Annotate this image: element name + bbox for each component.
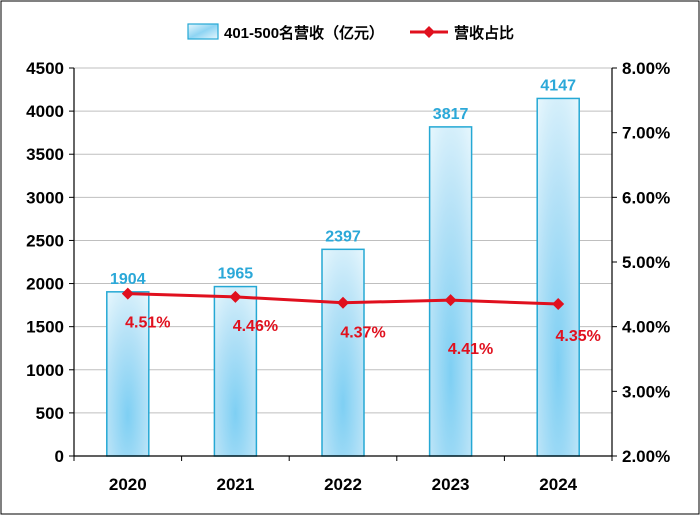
left-tick-label: 2000 [26,275,64,294]
left-tick-label: 4500 [26,59,64,78]
ratio-value-label: 4.37% [340,325,385,342]
legend-line-marker [423,26,435,38]
ratio-value-label: 4.35% [556,328,601,345]
bar-2021 [213,285,258,457]
ratio-value-label: 4.41% [448,341,493,358]
left-tick-label: 4000 [26,102,64,121]
legend-bar-label: 401-500名营收（亿元） [224,24,384,42]
ratio-value-label: 4.51% [125,315,170,332]
left-tick-label: 2500 [26,231,64,250]
right-tick-label: 6.00% [622,188,670,207]
right-tick-label: 3.00% [622,382,670,401]
left-tick-label: 500 [36,404,64,423]
left-tick-label: 3000 [26,188,64,207]
ratio-value-label: 4.46% [233,318,278,335]
bar-2024 [536,97,580,457]
right-tick-label: 8.00% [622,59,670,78]
bar-value-label: 4147 [540,77,576,94]
right-tick-label: 7.00% [622,124,670,143]
x-tick-label: 2020 [109,475,147,494]
right-tick-label: 2.00% [622,447,670,466]
left-tick-label: 3500 [26,145,64,164]
data-labels: 1904 1965 2397 3817 4147 4.51% 4.46% 4.37% 4.41%… [110,77,601,358]
left-tick-label: 1500 [26,318,64,337]
left-tick-label: 0 [55,447,64,466]
x-tick-label: 2023 [432,475,470,494]
ratio-point-2020 [121,287,134,300]
bar-value-label: 3817 [433,106,469,123]
ratio-point-2021 [229,290,242,303]
bar-2022 [321,248,365,457]
x-tick-label: 2022 [324,475,362,494]
ratio-line [121,287,565,311]
bars [106,97,580,457]
bar-value-label: 1965 [218,266,254,283]
ratio-point-2024 [552,298,565,311]
bar-value-label: 1904 [110,271,146,288]
left-tick-label: 1000 [26,361,64,380]
right-tick-label: 5.00% [622,253,670,272]
bar-2023 [428,126,473,457]
legend: 401-500名营收（亿元） 营收占比 [187,23,514,42]
ratio-point-2022 [337,296,349,309]
right-tick-label: 4.00% [622,318,670,337]
gridlines [74,67,612,414]
x-tick-label: 2024 [539,475,577,494]
axes: 0 500 1000 1500 2000 2500 3000 3500 4000 4500 2.00… [26,59,670,494]
ratio-point-2023 [444,294,457,307]
legend-line-label: 营收占比 [454,24,514,42]
bar-value-label: 2397 [325,228,361,245]
x-tick-label: 2021 [216,475,254,494]
legend-bar-swatch [187,23,219,40]
